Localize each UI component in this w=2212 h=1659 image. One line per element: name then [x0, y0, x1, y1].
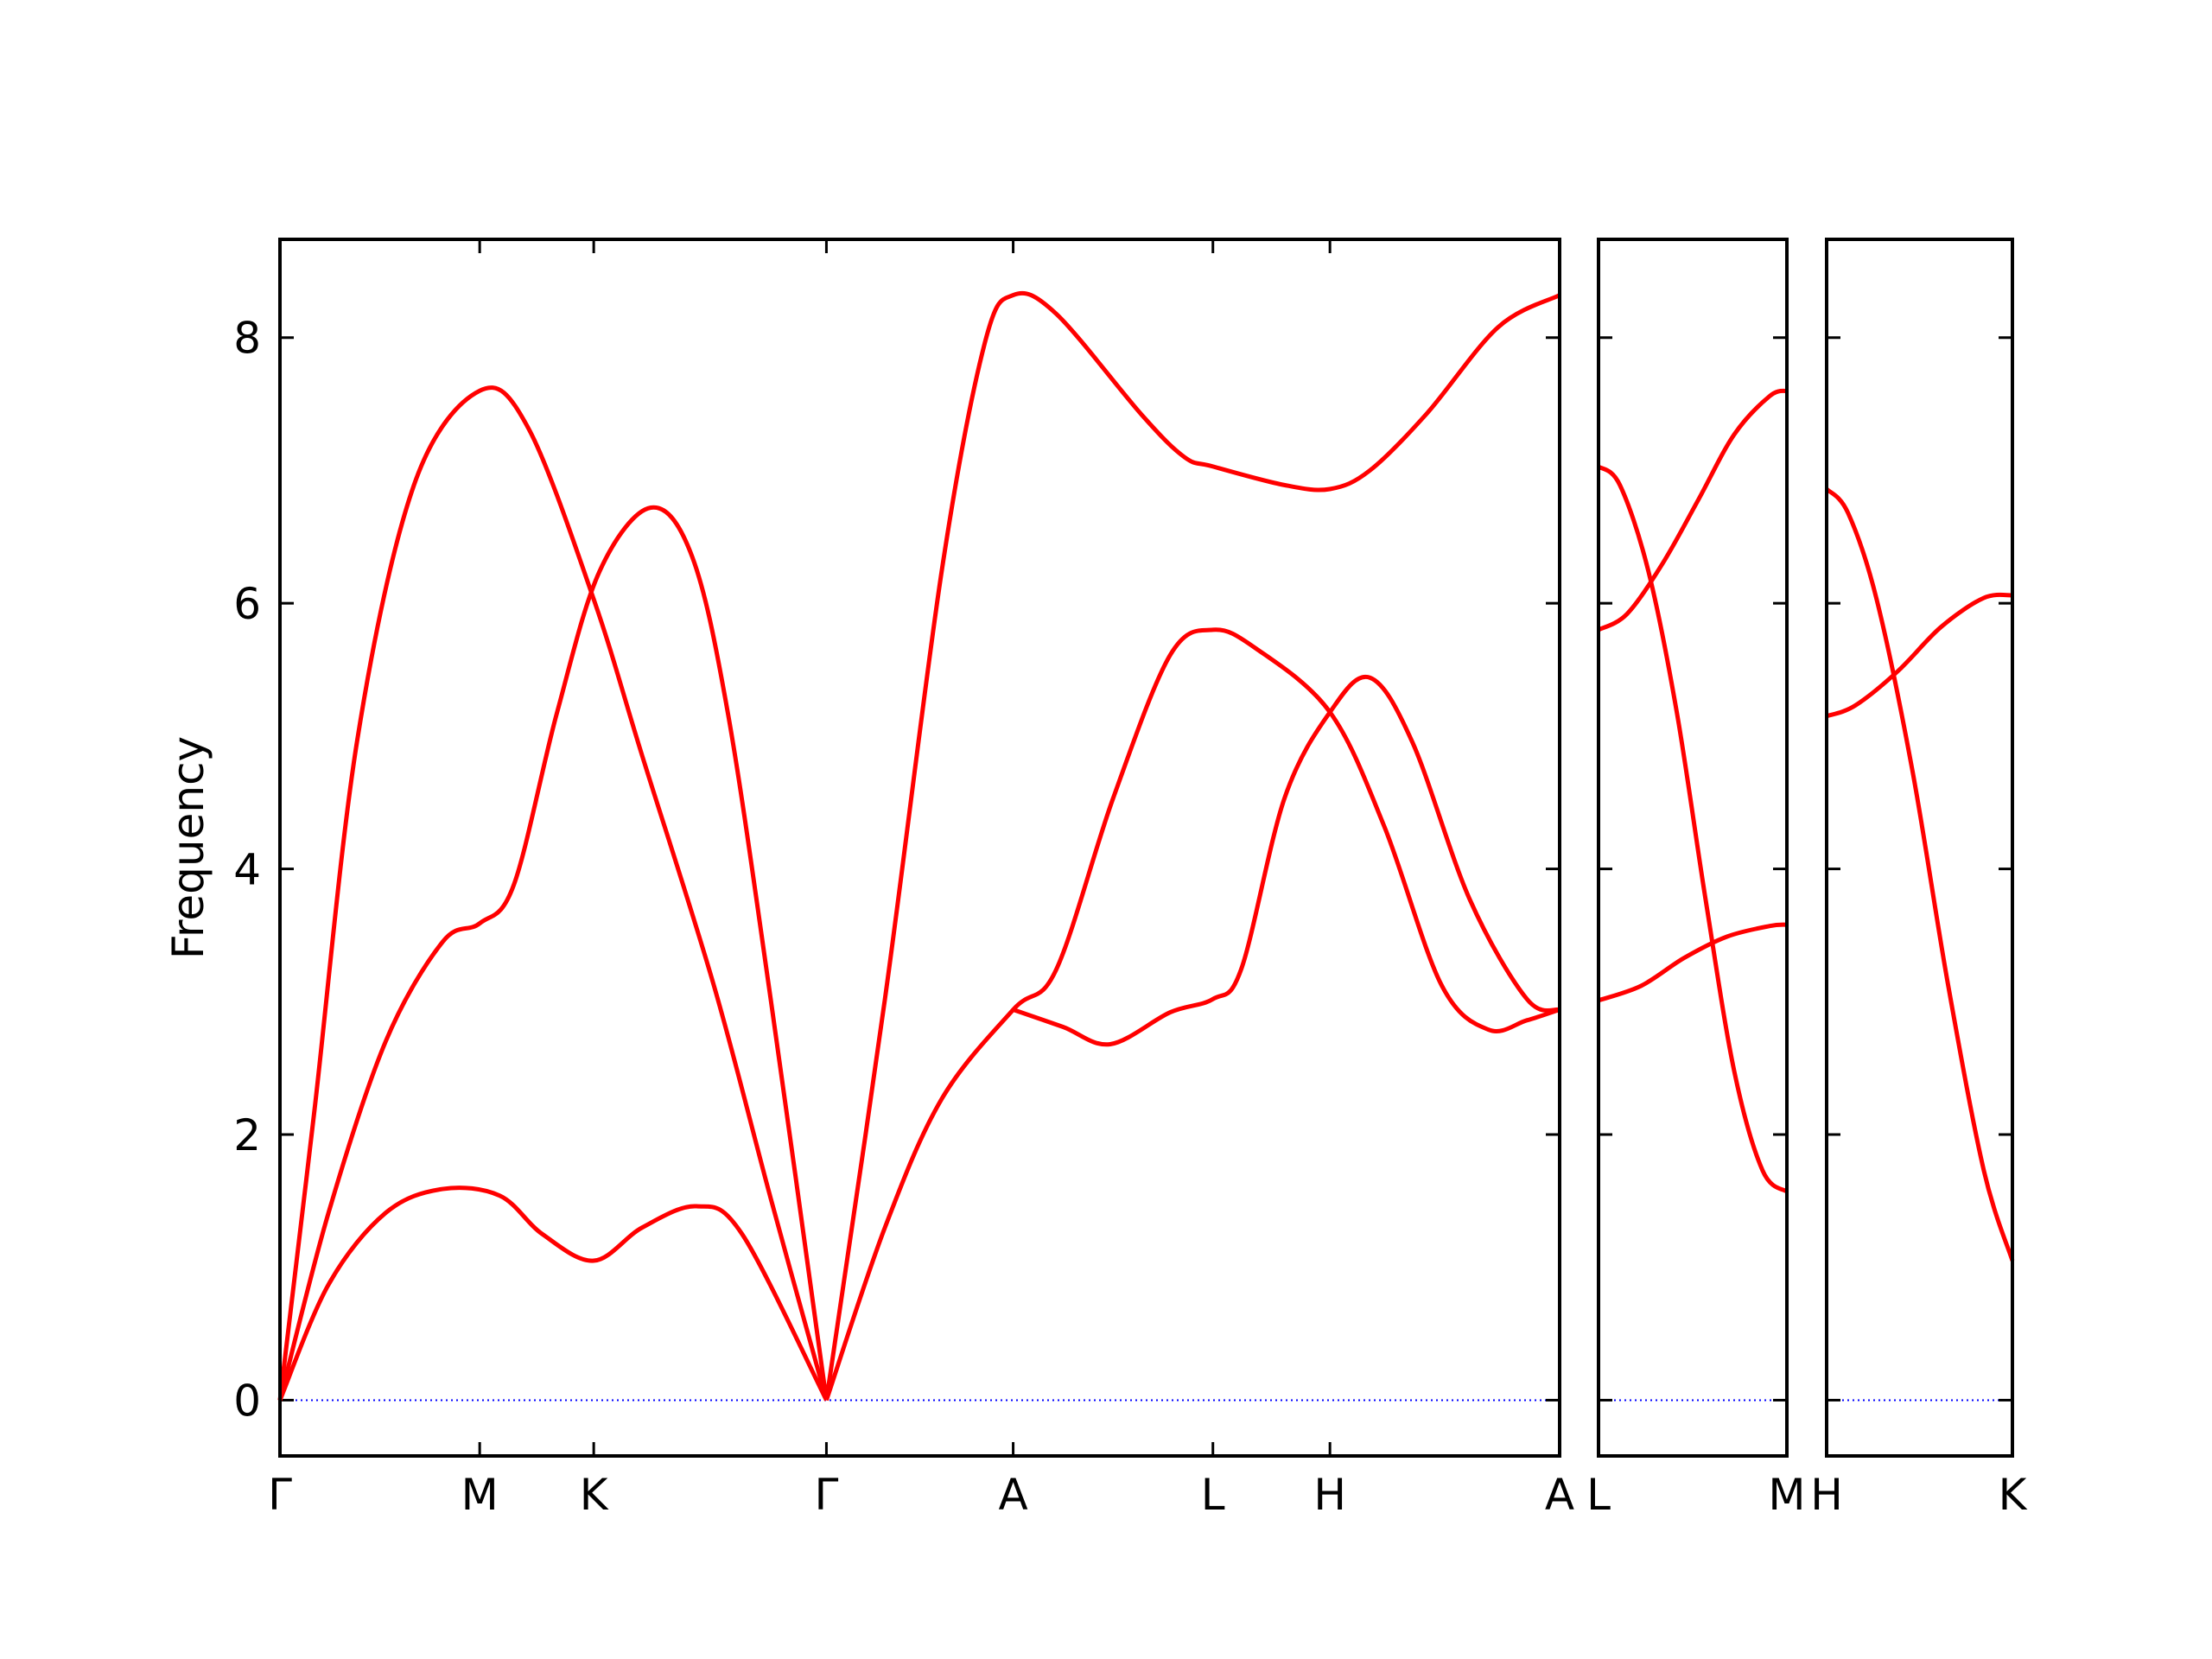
- band-line: [823, 290, 1561, 1401]
- plot-frame: [278, 238, 1561, 1458]
- band-line: [1597, 388, 1788, 632]
- x-tick-label: M: [461, 1470, 499, 1520]
- x-tick-label: L: [1586, 1470, 1611, 1520]
- y-tick-label: 0: [233, 1376, 261, 1426]
- x-tick-label: Γ: [268, 1470, 292, 1520]
- band-line: [824, 627, 1560, 1402]
- y-tick-label: 8: [233, 314, 261, 364]
- y-tick-label: 2: [233, 1110, 261, 1160]
- x-tick-label: L: [1201, 1470, 1225, 1520]
- x-tick-label: H: [1810, 1470, 1843, 1520]
- band-line: [1012, 674, 1560, 1047]
- x-tick-label: H: [1313, 1470, 1346, 1520]
- band-line: [1597, 464, 1789, 1194]
- x-tick-label: K: [580, 1470, 609, 1520]
- band-line: [277, 505, 829, 1402]
- x-tick-label: M: [1768, 1470, 1805, 1520]
- x-tick-label: Γ: [815, 1470, 839, 1520]
- plot-frame: [1597, 238, 1789, 1458]
- x-tick-label: A: [998, 1470, 1027, 1520]
- x-tick-label: K: [1999, 1470, 2028, 1520]
- band-line: [277, 1185, 829, 1402]
- plot-frame: [1825, 238, 2014, 1458]
- x-tick-label: A: [1545, 1470, 1574, 1520]
- band-line: [1826, 592, 2013, 719]
- y-tick-label: 6: [233, 579, 261, 629]
- y-tick-label: 4: [233, 845, 261, 895]
- y-axis-label: Frequency: [163, 736, 213, 959]
- band-line: [277, 385, 829, 1402]
- band-line: [1598, 922, 1788, 1003]
- band-line: [1825, 487, 2015, 1262]
